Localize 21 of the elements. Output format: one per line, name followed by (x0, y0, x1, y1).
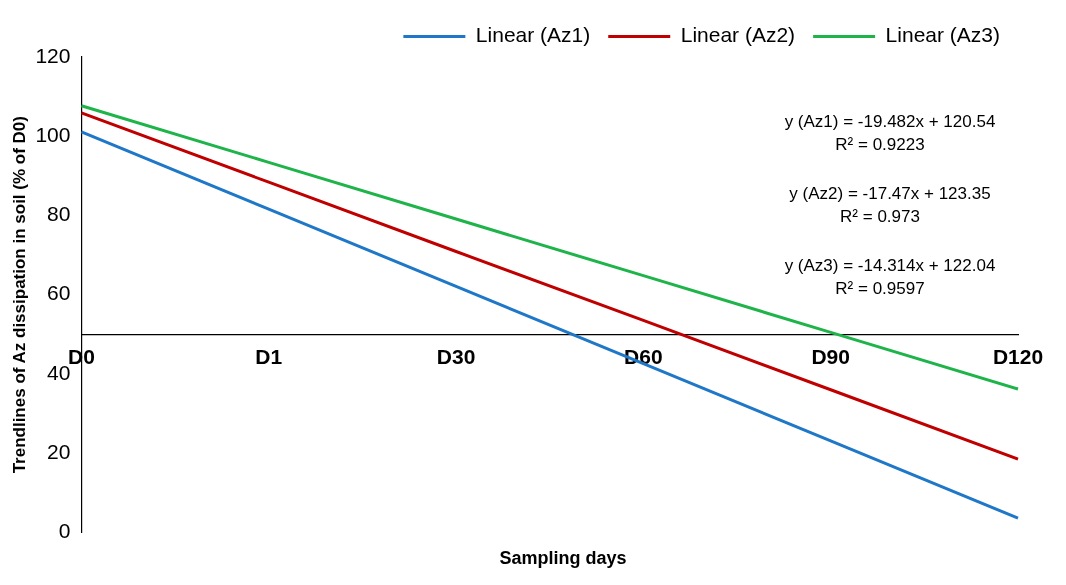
annotation: R² = 0.973 (840, 206, 920, 226)
legend-label: Linear (Az3) (885, 23, 1001, 47)
y-tick-label: 120 (35, 43, 71, 67)
y-tick-label: 60 (47, 281, 71, 305)
x-tick-label: D120 (992, 344, 1044, 368)
x-tick-label: D30 (436, 344, 476, 368)
legend-label: Linear (Az2) (680, 23, 796, 47)
annotation: y (Az2) = -17.47x + 123.35 (789, 183, 991, 203)
y-tick-label: 20 (47, 439, 71, 463)
y-tick-label: 0 (58, 519, 71, 543)
annotation: R² = 0.9597 (835, 278, 925, 298)
x-tick-label: D1 (255, 344, 283, 368)
annotation: y (Az1) = -19.482x + 120.54 (784, 111, 996, 131)
y-tick-label: 100 (35, 123, 71, 147)
annotation: R² = 0.9223 (835, 134, 925, 154)
x-axis-title: Sampling days (498, 548, 628, 569)
y-tick-label: 80 (47, 202, 71, 226)
x-tick-label: D90 (811, 344, 850, 368)
annotation: y (Az3) = -14.314x + 122.04 (784, 255, 996, 275)
legend-label: Linear (Az1) (475, 23, 591, 47)
y-axis-title: Trendlines of Az dissipation in soil (% of D0) (9, 116, 29, 474)
